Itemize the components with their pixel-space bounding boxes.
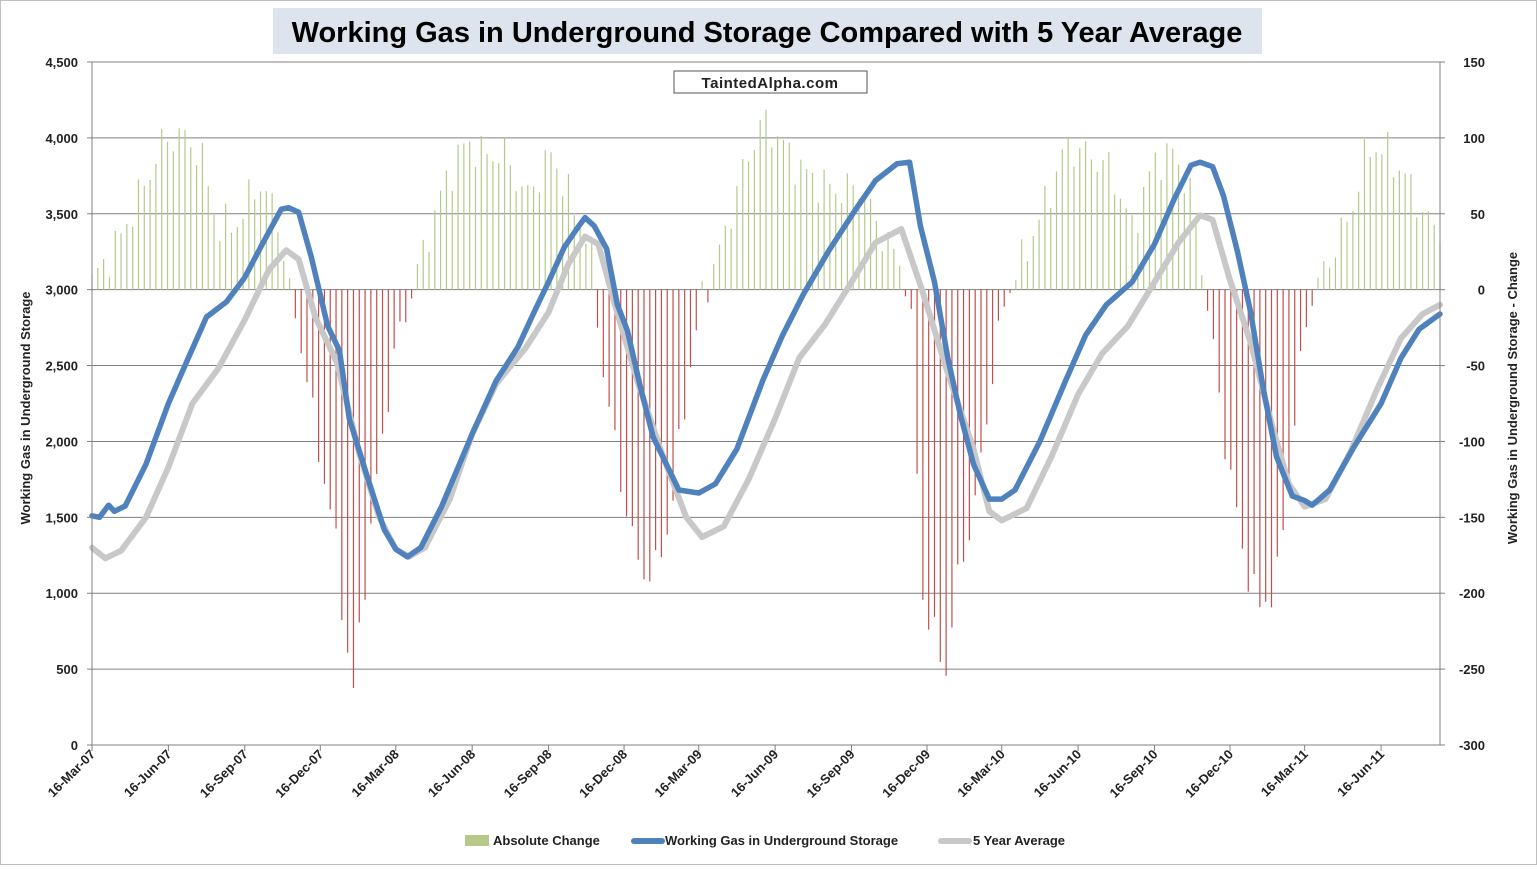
y2-tick-label: -150 (1459, 510, 1485, 525)
legend-item-storage: Working Gas in Underground Storage (631, 833, 898, 848)
y-tick-label: 2,000 (45, 434, 78, 449)
y-tick-label: 0 (71, 738, 78, 753)
y-tick-label: 3,500 (45, 207, 78, 222)
y-tick-label: 2,500 (45, 359, 78, 374)
y2-axis-title: Working Gas in Underground Storage - Cha… (1505, 252, 1520, 544)
legend-label-absolute-change: Absolute Change (493, 833, 600, 848)
y-tick-label: 500 (56, 662, 78, 677)
watermark: TaintedAlpha.com (673, 70, 868, 94)
legend: Absolute Change Working Gas in Undergrou… (465, 833, 1065, 848)
line-layer (89, 159, 1443, 562)
legend-label-storage: Working Gas in Underground Storage (665, 833, 898, 848)
y-tick-label: 1,000 (45, 586, 78, 601)
chart-title: Working Gas in Underground Storage Compa… (292, 17, 1243, 49)
y2-tick-label: 100 (1463, 131, 1485, 146)
average-line (89, 212, 1443, 562)
y-tick-label: 4,500 (45, 55, 78, 70)
y-axis-title: Working Gas in Underground Storage (18, 291, 33, 524)
title-background (273, 8, 1262, 54)
y2-tick-label: -250 (1459, 662, 1485, 677)
y-tick-label: 1,500 (45, 510, 78, 525)
y2-tick-label: 150 (1463, 55, 1485, 70)
watermark-text: TaintedAlpha.com (702, 75, 839, 92)
y2-tick-label: -100 (1459, 434, 1485, 449)
legend-item-absolute-change: Absolute Change (465, 833, 600, 848)
y2-tick-label: 0 (1478, 283, 1485, 298)
y2-tick-label: 50 (1471, 207, 1485, 222)
y2-tick-label: -200 (1459, 586, 1485, 601)
y2-tick-label: -300 (1459, 738, 1485, 753)
legend-label-average: 5 Year Average (973, 833, 1065, 848)
legend-swatch-absolute-change (465, 835, 489, 846)
y-tick-label: 4,000 (45, 131, 78, 146)
y2-tick-label: -50 (1466, 359, 1485, 374)
y-tick-label: 3,000 (45, 283, 78, 298)
storage-line (89, 159, 1443, 560)
legend-item-average: 5 Year Average (938, 833, 1065, 848)
